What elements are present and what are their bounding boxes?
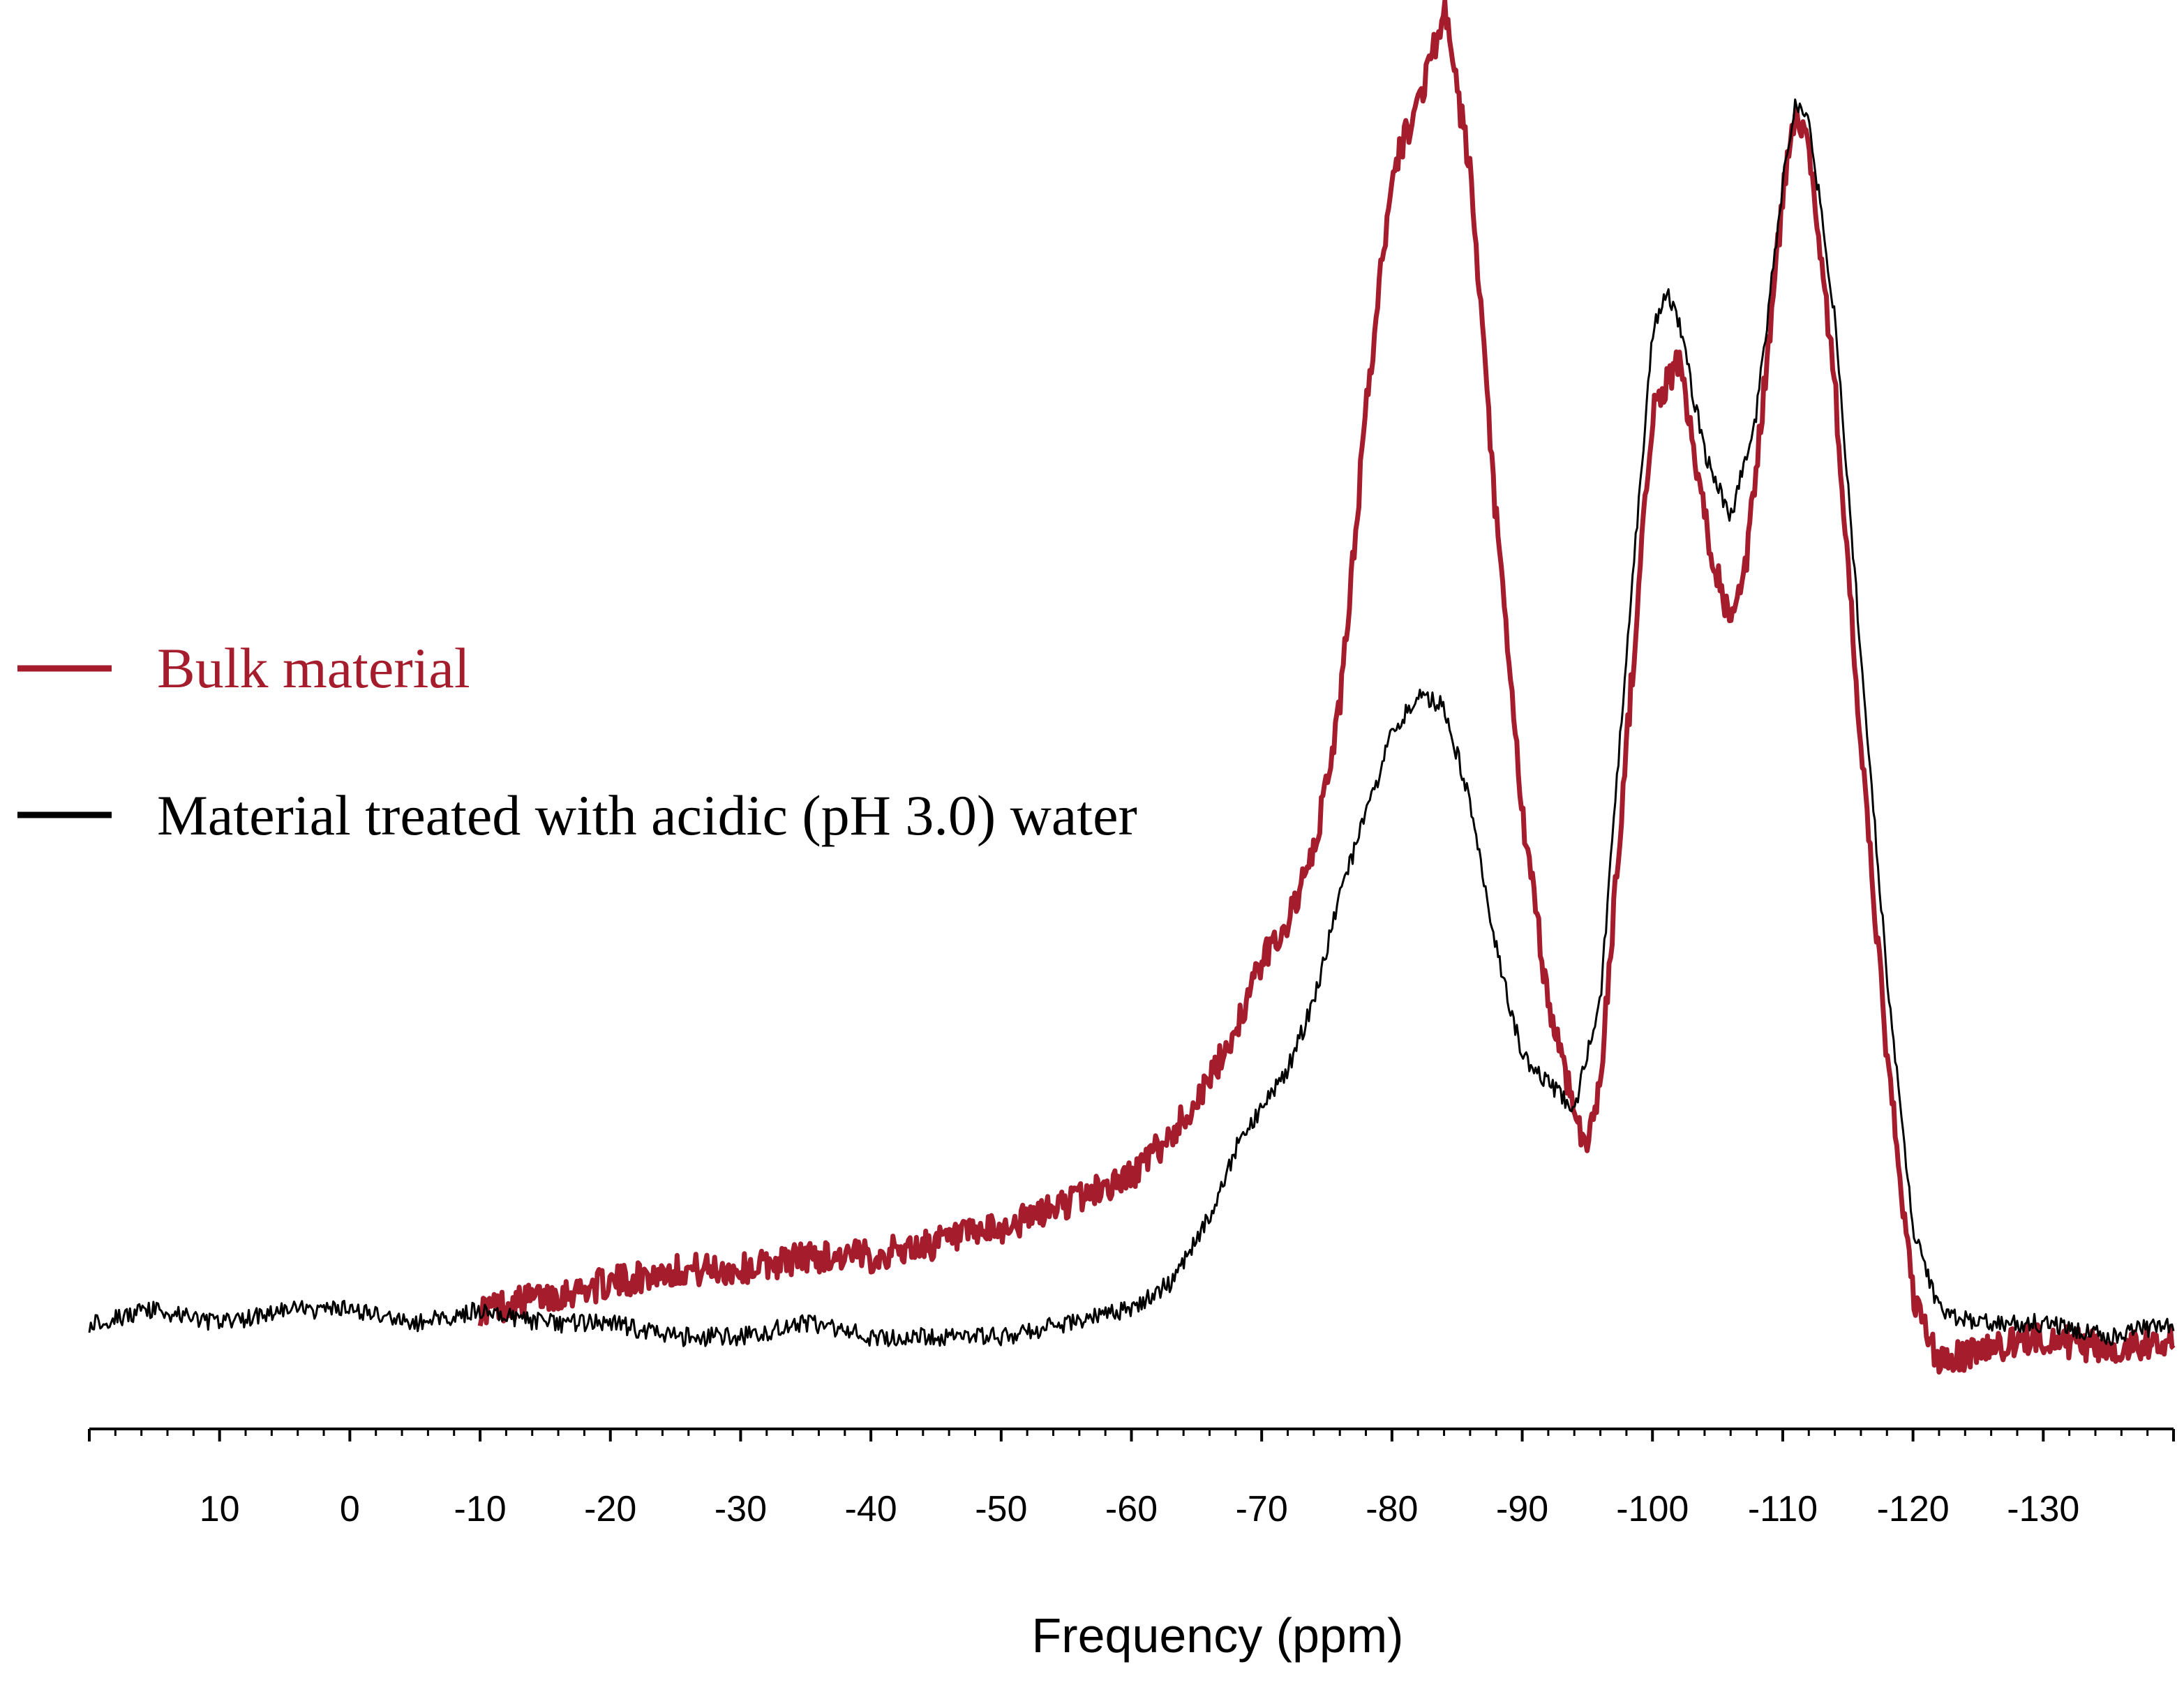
series-layer bbox=[88, 0, 2176, 1375]
x-tick-label: 0 bbox=[340, 1489, 360, 1529]
x-tick-label: -20 bbox=[584, 1489, 636, 1529]
x-tick-label: -90 bbox=[1496, 1489, 1548, 1529]
x-tick-label: -120 bbox=[1877, 1489, 1950, 1529]
legend-label-treated-material: Material treated with acidic (pH 3.0) wa… bbox=[157, 784, 1137, 847]
x-tick-label: -70 bbox=[1236, 1489, 1288, 1529]
x-tick-label: -50 bbox=[975, 1489, 1027, 1529]
legend-label-bulk-material: Bulk material bbox=[157, 636, 470, 700]
x-tick-label: -40 bbox=[845, 1489, 897, 1529]
x-tick-label: -30 bbox=[715, 1489, 767, 1529]
x-tick-label: -130 bbox=[2007, 1489, 2079, 1529]
x-tick-label: -80 bbox=[1366, 1489, 1418, 1529]
x-axis-title: Frequency (ppm) bbox=[1032, 1608, 1404, 1663]
x-tick-label: 10 bbox=[200, 1489, 240, 1529]
x-tick-label: -60 bbox=[1105, 1489, 1158, 1529]
x-tick-label: -100 bbox=[1616, 1489, 1689, 1529]
series-line-treated-material bbox=[88, 98, 2175, 1347]
series-line-bulk-material bbox=[477, 0, 2176, 1375]
x-tick-label: -110 bbox=[1748, 1489, 1818, 1529]
x-tick-label: -10 bbox=[454, 1489, 506, 1529]
x-axis: 10 0 -10 -20 -30 -40 -50 -60 -70 -80 -90 -100 -110 -1… bbox=[88, 1428, 2175, 1529]
legend: Bulk material Material treated with acid… bbox=[17, 636, 1137, 847]
